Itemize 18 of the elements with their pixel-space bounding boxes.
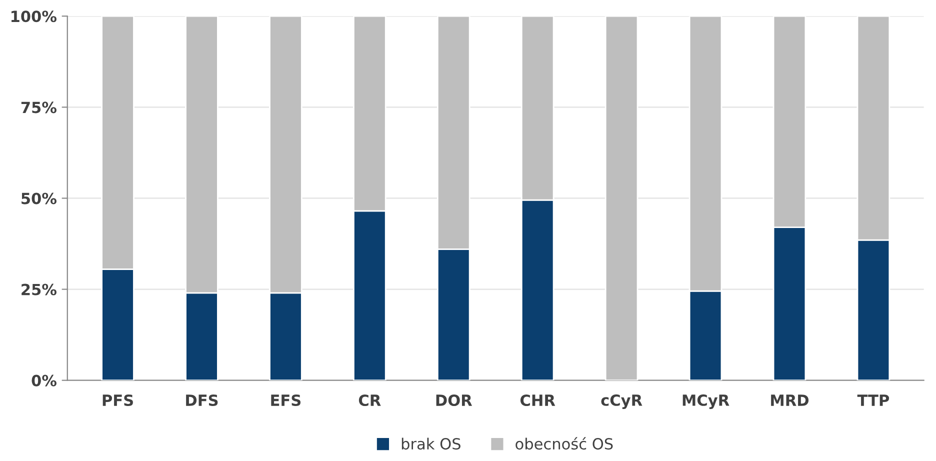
x-tick-label: TTP [857, 394, 890, 406]
y-tick-label: 25% [22, 284, 56, 296]
x-tick-label: PFS [102, 394, 133, 406]
y-tick-label: 0% [32, 374, 56, 386]
y-tick-label: 50% [22, 192, 56, 204]
x-tick-label: CR [358, 394, 381, 406]
x-tick-label: MCyR [682, 394, 730, 409]
x-tick-label: CHR [520, 394, 556, 406]
x-tick-label: DOR [436, 394, 472, 406]
legend-label: brak OS [402, 438, 460, 450]
y-tick-label: 75% [21, 102, 56, 114]
x-tick-label: cCyR [601, 394, 642, 409]
legend-label: obecność OS [516, 437, 613, 450]
y-tick-label: 100% [12, 10, 56, 22]
x-tick-label: DFS [186, 394, 218, 406]
x-tick-label: EFS [271, 394, 301, 406]
x-tick-label: MRD [771, 394, 809, 406]
bar [604, 16, 638, 380]
